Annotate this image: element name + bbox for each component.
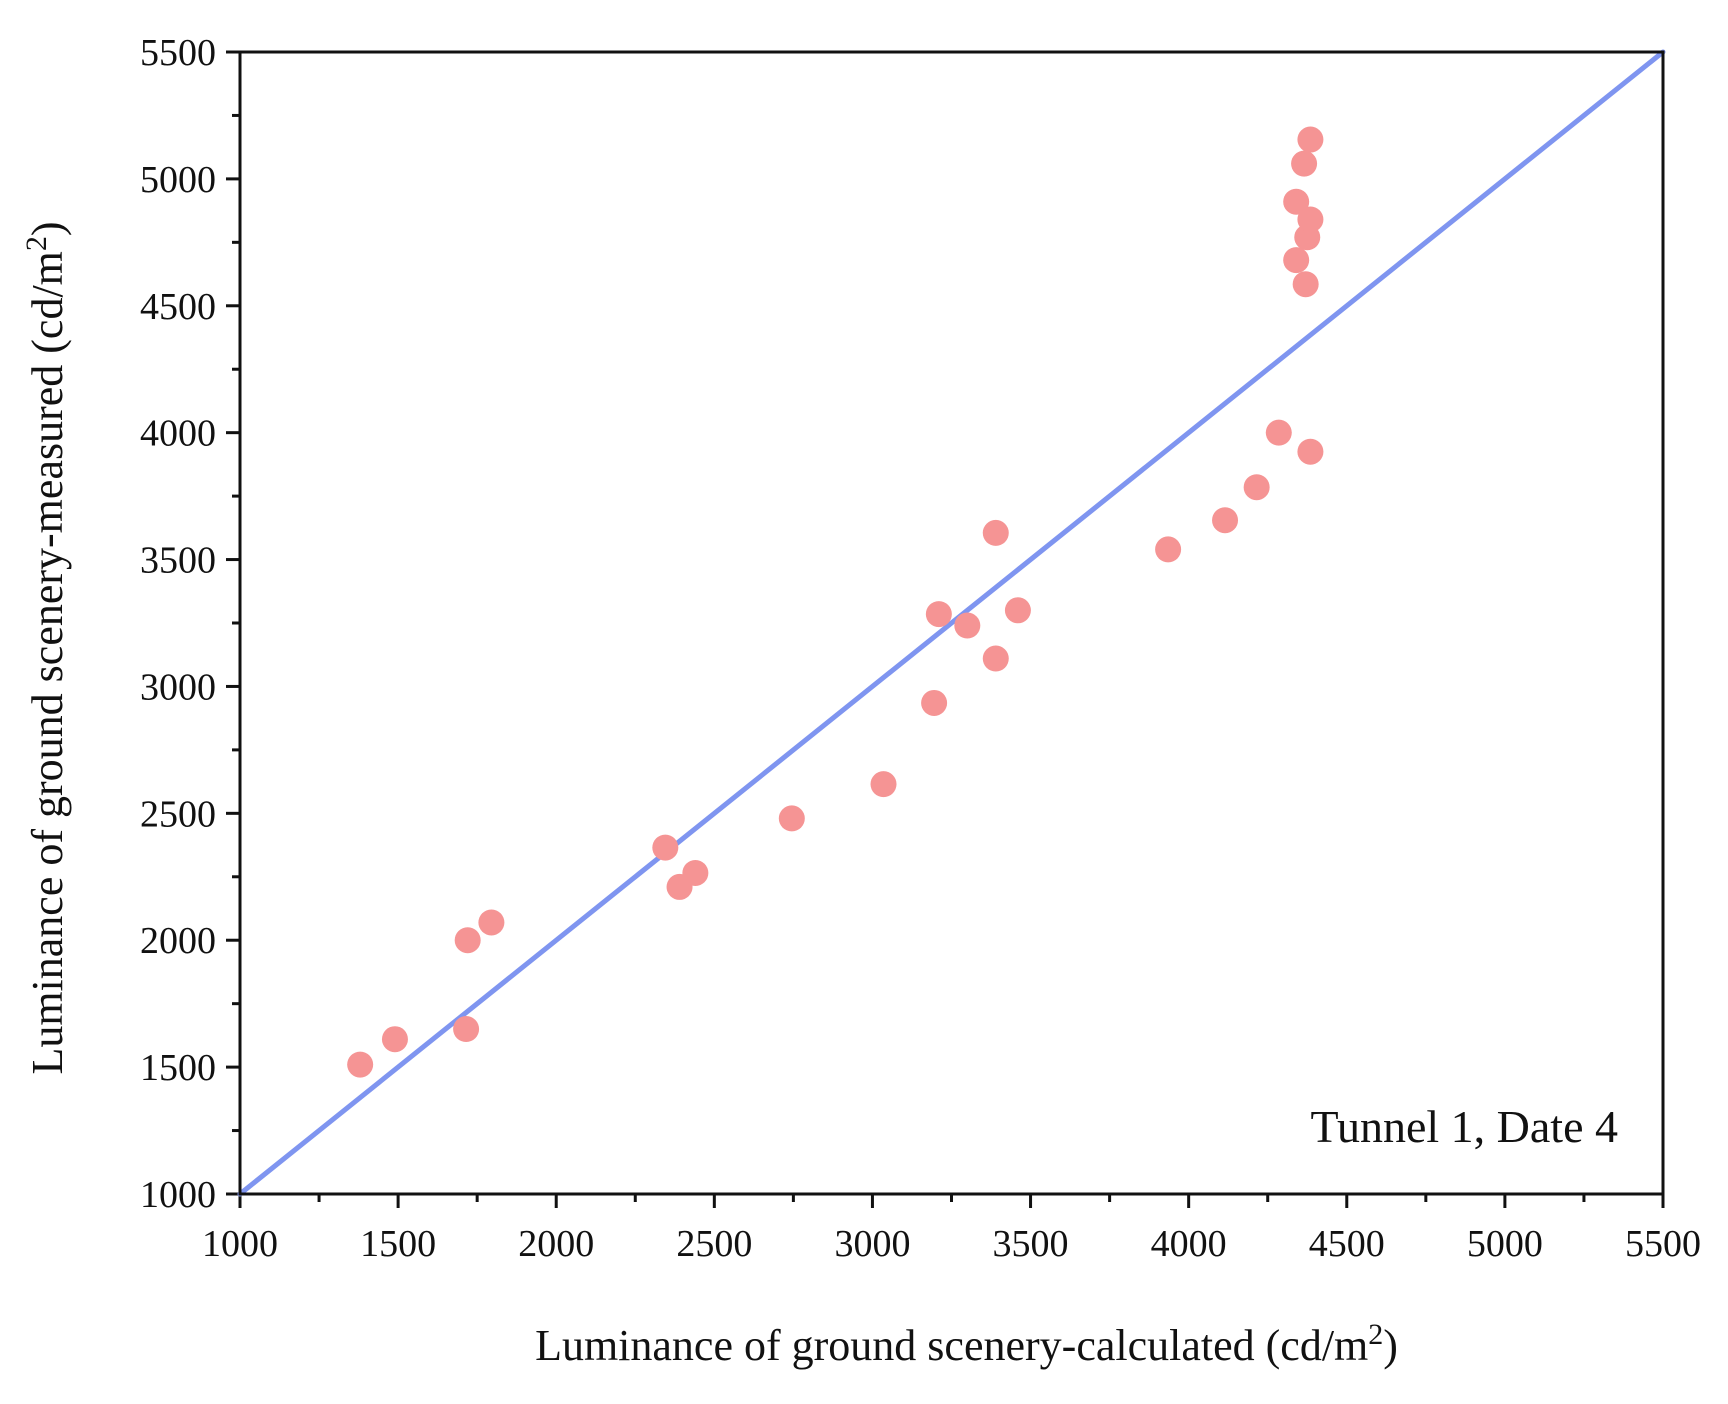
- y-tick-label: 2000: [140, 920, 216, 962]
- x-axis-title-superscript: 2: [1368, 1318, 1383, 1351]
- data-point: [1297, 438, 1324, 465]
- x-tick-label: 5500: [1625, 1223, 1701, 1265]
- x-tick-label: 5000: [1467, 1223, 1543, 1265]
- y-axis-title-superscript: 2: [20, 236, 53, 251]
- reference-line: [237, 49, 1666, 1197]
- data-point: [478, 909, 505, 936]
- data-point: [870, 771, 897, 798]
- plot-frame: [238, 50, 1665, 1196]
- data-point: [347, 1051, 374, 1078]
- data-point: [982, 645, 1009, 672]
- data-point: [1004, 597, 1031, 624]
- x-axis-title-main: Luminance of ground scenery-calculated (…: [535, 1321, 1368, 1370]
- data-point: [1265, 419, 1292, 446]
- y-tick-label: 3500: [140, 540, 216, 582]
- data-point: [454, 927, 481, 954]
- y-tick-label: 5000: [140, 159, 216, 201]
- data-point: [921, 689, 948, 716]
- y-axis-ticks: [226, 50, 240, 1196]
- y-axis-title-close: ): [23, 221, 72, 236]
- data-point: [682, 859, 709, 886]
- data-point: [925, 601, 952, 628]
- y-axis-title: Luminance of ground scenery-measured (cd…: [20, 221, 72, 1074]
- data-points: [347, 126, 1324, 1078]
- x-tick-label: 1500: [360, 1223, 436, 1265]
- y-tick-label: 1500: [140, 1047, 216, 1089]
- data-point: [1283, 188, 1310, 215]
- y-tick-label: 5500: [140, 32, 216, 74]
- data-point: [1243, 474, 1270, 501]
- x-tick-label: 2500: [676, 1223, 752, 1265]
- x-axis-tick-labels: 1000 1500 2000 2500 3000 3500 4000 4500 5000 5500: [202, 1223, 1701, 1265]
- x-tick-label: 4000: [1151, 1223, 1227, 1265]
- data-point: [1292, 271, 1319, 298]
- x-axis-title-close: ): [1383, 1321, 1398, 1370]
- x-tick-label: 1000: [202, 1223, 278, 1265]
- data-point: [1297, 126, 1324, 153]
- y-tick-label: 4000: [140, 413, 216, 455]
- data-point: [1155, 536, 1182, 563]
- x-axis-title: Luminance of ground scenery-calculated (…: [535, 1318, 1398, 1370]
- y-axis-tick-labels: 1000 1500 2000 2500 3000 3500 4000 4500 5000 5500: [140, 32, 216, 1216]
- y-axis-title-main: Luminance of ground scenery-measured (cd…: [23, 251, 72, 1074]
- data-point: [954, 612, 981, 639]
- data-point: [652, 834, 679, 861]
- data-point: [982, 519, 1009, 546]
- data-point: [778, 805, 805, 832]
- data-point: [453, 1016, 480, 1043]
- data-point: [1297, 206, 1324, 233]
- data-point: [1283, 247, 1310, 274]
- x-tick-label: 3500: [993, 1223, 1069, 1265]
- data-point: [1291, 150, 1318, 177]
- y-tick-label: 4500: [140, 286, 216, 328]
- y-tick-label: 3000: [140, 666, 216, 708]
- y-tick-label: 1000: [140, 1174, 216, 1216]
- x-tick-label: 3000: [834, 1223, 910, 1265]
- x-tick-label: 2000: [518, 1223, 594, 1265]
- chart-annotation: Tunnel 1, Date 4: [1310, 1101, 1618, 1152]
- x-tick-label: 4500: [1309, 1223, 1385, 1265]
- data-point: [381, 1026, 408, 1053]
- y-tick-label: 2500: [140, 793, 216, 835]
- data-point: [1212, 507, 1239, 534]
